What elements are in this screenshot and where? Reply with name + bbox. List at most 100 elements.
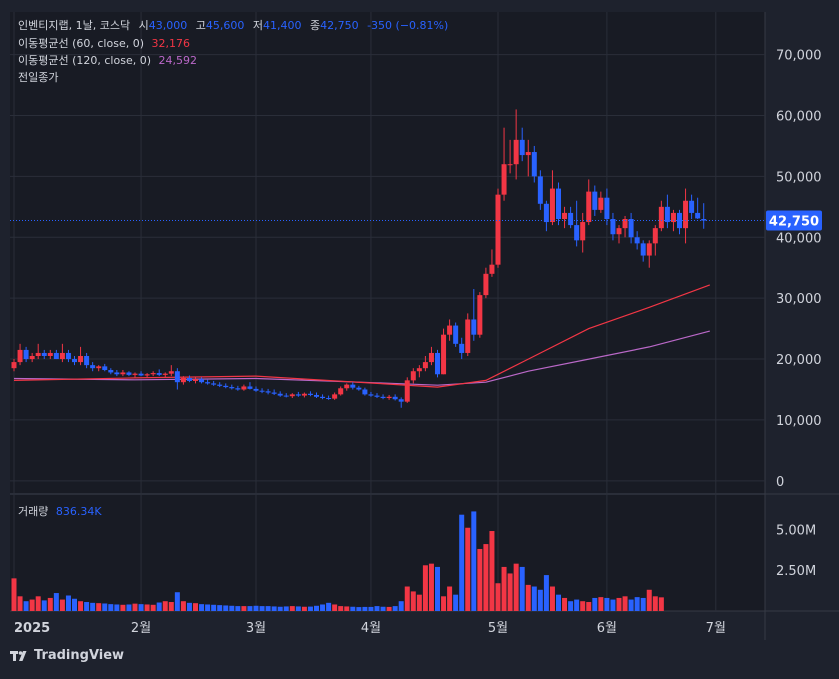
volume-bar [477,548,483,611]
volume-bar [132,603,138,611]
volume-bar [549,586,555,611]
volume-bar [604,597,610,611]
volume-tick-label: 2.50M [776,564,816,579]
volume-bar [574,599,580,611]
volume-bar [495,583,501,611]
volume-bar [562,597,568,611]
candle-body [652,228,658,244]
volume-bar [556,594,561,611]
volume-bar [84,602,90,611]
candle-body [634,237,640,244]
candle-body [277,393,283,396]
volume-bar [622,596,628,611]
legend-open-label: 시 [138,19,149,32]
volume-bar [362,606,368,611]
candle-body [253,388,259,391]
volume-bar [344,606,350,611]
legend-ma60-value: 32,176 [151,37,191,50]
volume-bar [53,593,59,611]
volume-bar [441,596,447,611]
volume-bar [180,601,186,611]
volume-bar [307,606,313,611]
price-tick-label: 40,000 [776,231,822,246]
legend-symbol: 인벤티지랩, 1날, 코스닥 [18,19,131,32]
candle-body [374,395,380,397]
volume-bar [168,602,174,611]
candle-body [211,383,217,385]
candle-body [392,396,398,400]
brand-text: TradingView [34,648,125,663]
legend-ma60-label: 이동평균선 (60, close, 0) [18,37,144,50]
candle-body [556,188,561,220]
candle-body [574,225,580,241]
candle-body [628,219,634,238]
candle-body [108,370,114,373]
volume-bar [338,606,344,611]
candle-body [477,295,483,335]
legend-ohlc: 인벤티지랩, 1날, 코스닥 시43,000 고45,600 저41,400 종… [18,19,448,33]
volume-bar [483,544,489,611]
volume-bar [41,600,47,611]
candle-body [670,212,676,223]
candle-body [96,366,102,369]
volume-bar [368,606,374,611]
candle-body [537,176,543,204]
candle-body [362,389,368,395]
candle-body [326,398,332,400]
price-tick-label: 70,000 [776,49,822,64]
volume-bar [513,563,519,611]
candle-body [616,228,622,235]
candle-body [301,393,307,396]
volume-bar [47,597,53,611]
candle-body [126,372,132,375]
volume-bar [289,606,295,611]
candle-body [17,349,23,363]
candle-body [132,373,138,375]
volume-bar [580,601,586,611]
volume-bar [404,586,410,611]
candle-body [350,384,356,388]
candle-body [84,356,90,366]
candle-body [483,273,489,296]
candle-body [525,152,531,156]
candle-body [193,379,198,381]
legend-high-label: 고 [195,19,206,32]
candle-body [247,386,253,389]
time-tick-label: 5월 [488,621,508,636]
volume-bar [392,606,398,611]
candle-body [53,352,59,360]
candle-body [265,391,271,393]
volume-bar [193,603,198,611]
candle-body [501,164,507,195]
volume-bar [465,527,471,611]
candle-body [35,352,41,357]
volume-bar [320,604,326,611]
candle-body [59,352,65,360]
time-tick-label: 2025 [14,621,50,636]
volume-bar [144,604,150,611]
volume-bar [78,601,84,611]
legend-close-label: 종 [309,19,321,32]
volume-bar [640,597,646,611]
candle-body [592,191,598,210]
tradingview-icon [10,650,30,662]
volume-bar [247,606,253,611]
candle-body [519,139,525,156]
candle-body [223,385,229,388]
candle-body [162,373,168,375]
volume-pane [10,495,765,611]
volume-bar [356,607,362,611]
last-price-tag-label: 42,750 [769,215,819,230]
candle-body [683,200,689,229]
volume-bar [471,511,477,611]
candle-body [65,352,71,360]
tradingview-logo[interactable]: TradingView [10,648,124,663]
volume-bar [301,606,307,611]
candle-body [332,394,338,399]
candle-body [562,212,568,220]
volume-bar [217,605,223,611]
candle-body [428,352,434,363]
candle-body [156,373,162,375]
volume-bar [11,578,17,611]
